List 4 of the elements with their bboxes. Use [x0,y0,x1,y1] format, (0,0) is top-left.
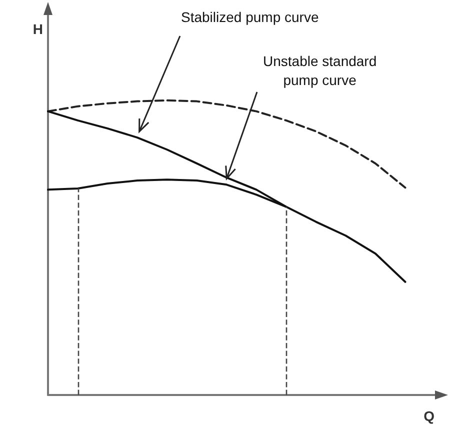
x-axis-title: Q [424,408,435,424]
y-axis-title: H [32,21,43,37]
text: Unstable standard pump curve [263,52,377,90]
text: Stabilized pump curve [181,8,319,27]
